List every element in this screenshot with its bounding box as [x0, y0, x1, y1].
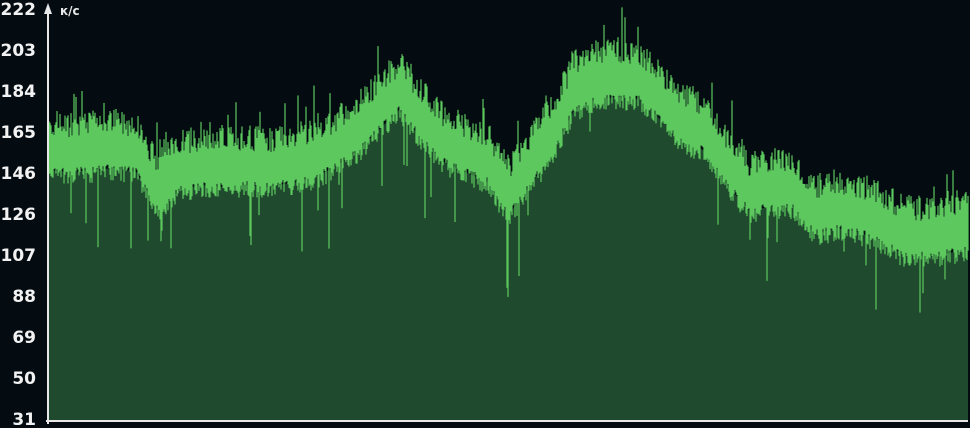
y-tick-label: 146	[1, 164, 37, 184]
y-tick-label: 69	[12, 328, 36, 348]
y-axis-arrow-icon	[44, 3, 52, 14]
series-line	[48, 7, 969, 313]
y-tick-label: 203	[1, 41, 37, 61]
y-tick-label: 107	[1, 246, 37, 266]
y-tick-label: 31	[12, 410, 36, 428]
y-tick-label: 222	[1, 0, 37, 20]
y-tick-label: 126	[1, 205, 37, 225]
y-tick-label: 50	[12, 369, 36, 389]
y-tick-label: 184	[1, 82, 37, 102]
y-axis-unit: к/с	[60, 4, 80, 18]
y-tick-label: 165	[1, 123, 37, 143]
y-tick-label: 88	[12, 287, 36, 307]
